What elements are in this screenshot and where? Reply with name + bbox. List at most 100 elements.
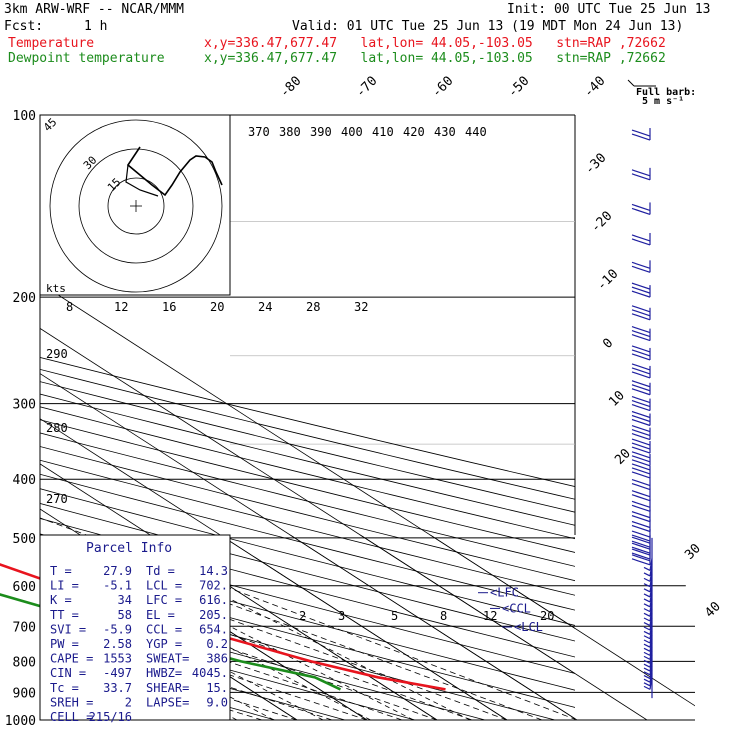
wind-barb-flag <box>631 305 651 313</box>
parcel-cell-5-3: 0.2 <box>206 637 228 651</box>
parcel-cell-2-3: 616. <box>199 593 228 607</box>
wind-barb-flag <box>643 612 651 617</box>
theta-label-4: 410 <box>372 125 394 139</box>
hodograph-ring-15 <box>107 177 165 235</box>
mixing-line-20 <box>203 585 471 720</box>
adiabat-label-0: 290 <box>46 347 68 361</box>
wind-barb-flag <box>631 410 651 419</box>
theta-label-1: 380 <box>279 125 301 139</box>
wind-barb-flag <box>631 133 651 141</box>
parcel-cell-3-3: 205. <box>199 608 228 622</box>
parcel-cell-5-2: YGP = <box>146 637 182 651</box>
wind-barb-flag <box>631 290 651 298</box>
theta-label-7: 440 <box>465 125 487 139</box>
wind-barb-flag <box>631 552 651 560</box>
speed-label-6: 32 <box>354 300 368 314</box>
pressure-label-100: 100 <box>13 109 36 124</box>
mixing-label-1: 3 <box>338 609 345 623</box>
parcel-cell-1-3: 702. <box>199 579 228 593</box>
wind-barb-flag <box>631 169 651 177</box>
wind-barb-flag <box>631 371 651 379</box>
moist-adiabat-25 <box>40 569 473 720</box>
marker-label-lfc: <LFC <box>490 586 519 600</box>
wind-barb-flag <box>631 548 651 556</box>
marker-label-lcl: <LCL <box>514 620 543 634</box>
parcel-cell-7-3: 4045. <box>192 666 228 680</box>
pressure-label-600: 600 <box>13 580 36 595</box>
wind-barb-flag <box>631 334 651 342</box>
forecast-label: Fcst: <box>4 19 44 34</box>
parcel-cell-1-1: -5.1 <box>103 579 132 593</box>
parcel-cell-9-0: SREH = <box>50 695 93 709</box>
parcel-cell-8-1: 33.7 <box>103 681 132 695</box>
wind-barb-flag <box>631 520 651 529</box>
wind-barb-flag <box>643 651 651 656</box>
dry-adiabat-360 <box>40 503 575 642</box>
speed-label-1: 12 <box>114 300 128 314</box>
dry-adiabat-400 <box>40 446 575 582</box>
parcel-cell-3-2: EL = <box>146 608 175 622</box>
wind-barb-flag <box>631 511 651 519</box>
isotherm-label-2: -60 <box>429 74 456 101</box>
isotherm-label-4: -40 <box>581 74 608 101</box>
adiabat-label-2: 270 <box>46 492 68 506</box>
dry-adiabat-310 <box>40 582 556 720</box>
wind-barb-flag <box>631 173 651 181</box>
wind-barb-flag <box>643 566 651 571</box>
wind-barb-flag <box>643 671 651 676</box>
theta-label-6: 430 <box>434 125 456 139</box>
isotherm-ext-50 <box>40 535 648 720</box>
mixing-label-4: 12 <box>483 609 497 623</box>
isotherm-label-9: 10 <box>606 388 628 410</box>
dewpoint-legend-info: x,y=336.47,677.47 lat,lon= 44.05,-103.05… <box>204 51 666 66</box>
wind-barb-flag <box>631 554 651 562</box>
dewpoint-legend-label: Dewpoint temperature <box>8 51 165 66</box>
wind-barb-flag <box>631 463 651 471</box>
wind-barb-flag <box>631 471 651 479</box>
wind-barb-flag <box>631 380 651 388</box>
hodograph-inset: 15 30 45 kts <box>39 114 231 296</box>
temperature-legend-info: x,y=336.47,677.47 lat,lon= 44.05,-103.05… <box>204 36 666 51</box>
forecast-value: 1 h <box>84 19 108 34</box>
wind-barb-flag <box>631 367 651 375</box>
parcel-cell-6-3: 386 <box>206 652 228 666</box>
wind-barb-flag <box>643 667 651 672</box>
valid-time: Valid: 01 UTC Tue 25 Jun 13 (19 MDT Mon … <box>292 19 684 34</box>
wind-barb-flag <box>631 388 651 396</box>
level-markers: <LFC<CCL <LCL <box>478 586 543 634</box>
wind-barb-flag <box>631 490 651 498</box>
wind-barb-flag <box>631 524 651 533</box>
mixing-line-8 <box>110 585 371 720</box>
wind-barb-flag <box>643 621 651 627</box>
parcel-cell-0-2: Td = <box>146 564 175 578</box>
wind-barb-flag <box>631 433 651 441</box>
wind-barb-flag <box>631 265 651 273</box>
wind-barb-flag <box>631 455 651 463</box>
wind-barb-flag <box>643 630 651 635</box>
parcel-cell-5-1: 2.58 <box>103 637 132 651</box>
isotherm-label-11: 30 <box>682 541 704 563</box>
parcel-cell-0-1: 27.9 <box>103 564 132 578</box>
wind-barb-flag <box>631 536 651 544</box>
wind-barb-flag <box>643 678 651 683</box>
speed-label-0: 8 <box>66 300 73 314</box>
pressure-label-200: 200 <box>13 291 36 306</box>
isotherm-ext-40 <box>40 535 578 720</box>
theta-label-5: 420 <box>403 125 425 139</box>
isotherm-label-12: 40 <box>702 599 724 621</box>
init-time: Init: 00 UTC Tue 25 Jun 13 <box>507 2 711 17</box>
wind-barb-flag <box>631 467 651 475</box>
parcel-info-title: Parcel Info <box>86 541 172 556</box>
dry-adiabat-390 <box>40 459 575 596</box>
wind-barb-flag <box>631 309 651 317</box>
wind-barb-flag <box>631 238 651 246</box>
wind-barb-flag <box>631 345 651 353</box>
wind-barb-flag <box>631 353 651 361</box>
theta-label-3: 400 <box>341 125 363 139</box>
speed-label-5: 28 <box>306 300 320 314</box>
wind-barb-flag <box>643 635 651 640</box>
wind-barb-flag <box>631 286 651 294</box>
mixing-label-2: 5 <box>391 609 398 623</box>
wind-barb-flag <box>631 542 651 550</box>
